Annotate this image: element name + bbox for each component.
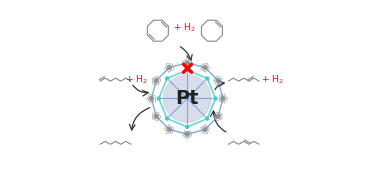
Circle shape <box>166 117 169 120</box>
Circle shape <box>203 65 207 70</box>
Circle shape <box>206 117 209 120</box>
Circle shape <box>163 75 211 122</box>
Circle shape <box>157 97 160 100</box>
Circle shape <box>167 65 172 70</box>
Circle shape <box>154 114 158 118</box>
Circle shape <box>185 132 189 136</box>
Circle shape <box>154 78 158 83</box>
Circle shape <box>167 127 172 132</box>
Text: + H$_2$: + H$_2$ <box>261 73 284 86</box>
Text: Pt: Pt <box>175 89 199 108</box>
Text: + H$_2$: + H$_2$ <box>124 73 147 86</box>
Circle shape <box>149 96 153 101</box>
Text: + H$_2$: + H$_2$ <box>174 22 196 34</box>
Circle shape <box>185 61 189 65</box>
Circle shape <box>221 96 225 101</box>
Circle shape <box>214 97 217 100</box>
Circle shape <box>216 78 220 83</box>
Circle shape <box>186 125 189 128</box>
Circle shape <box>206 77 209 80</box>
Circle shape <box>166 77 169 80</box>
Circle shape <box>203 127 207 132</box>
Circle shape <box>216 114 220 118</box>
Circle shape <box>186 69 189 72</box>
